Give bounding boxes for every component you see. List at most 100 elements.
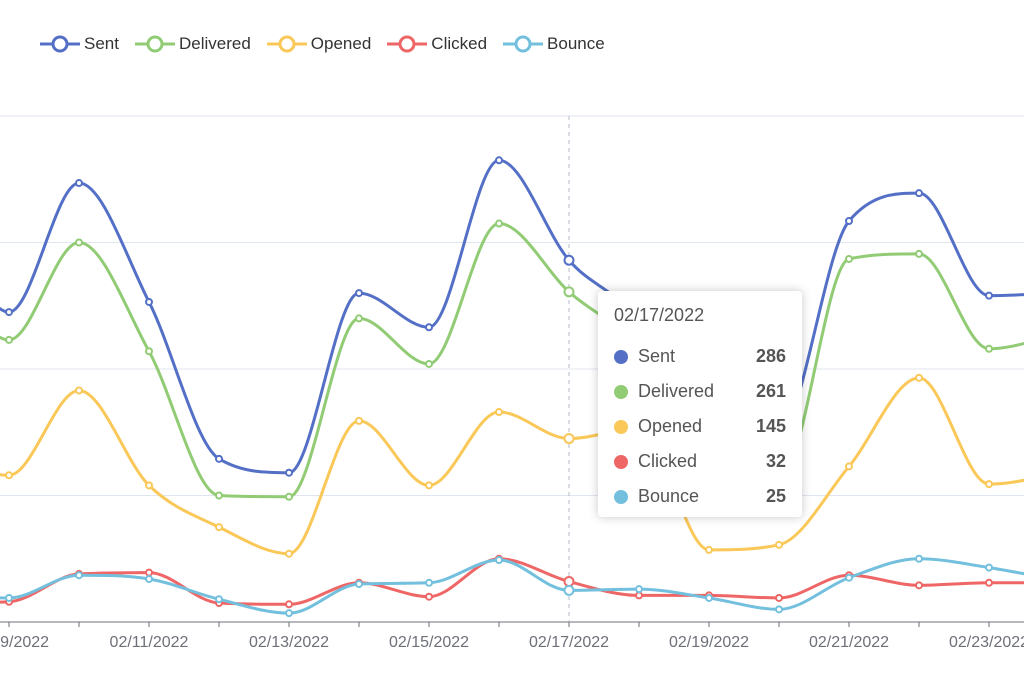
data-point-clicked (915, 581, 923, 590)
legend-item-opened[interactable]: Opened (266, 34, 372, 54)
data-point-delivered (563, 286, 575, 298)
data-point-delivered (145, 347, 153, 356)
legend-marker (146, 35, 164, 53)
tooltip-value: 286 (755, 346, 786, 366)
data-point-opened (145, 481, 153, 490)
data-point-opened (215, 523, 223, 532)
x-tick-label: 02/13/2022 (249, 634, 329, 651)
data-point-bounce (985, 563, 993, 572)
series-line-opened (0, 376, 1024, 556)
data-point-sent (563, 254, 575, 266)
tooltip-marker (614, 349, 628, 364)
legend-item-clicked[interactable]: Clicked (387, 34, 487, 54)
data-point-sent (285, 468, 293, 477)
data-point-opened (75, 386, 83, 395)
legend-item-sent[interactable]: Sent (40, 34, 119, 54)
series-line-delivered (0, 222, 1024, 499)
data-point-opened (425, 481, 433, 490)
data-point-bounce (75, 571, 83, 580)
legend-marker (278, 35, 296, 53)
series-line-sent (0, 158, 1024, 475)
tooltip-date: 02/17/2022 (614, 305, 705, 325)
legend-label: Opened (310, 34, 372, 53)
tooltip-row-delivered: Delivered 261 (614, 374, 786, 409)
data-point-clicked (145, 568, 153, 577)
legend-marker (51, 35, 69, 53)
data-point-clicked (285, 600, 293, 609)
data-point-opened (915, 373, 923, 382)
data-point-clicked (563, 576, 575, 588)
data-point-opened (285, 549, 293, 558)
tooltip: 02/17/2022 Sent 286 Delivered 261 Opened 145 C… (598, 291, 802, 517)
tooltip-marker (614, 489, 628, 504)
data-point-bounce (845, 573, 853, 582)
data-point-delivered (355, 314, 363, 323)
data-point-clicked (985, 578, 993, 587)
x-tick-label: 02/09/2022 (0, 634, 49, 651)
data-point-delivered (425, 359, 433, 368)
data-point-sent (495, 156, 503, 165)
legend-line-icon (134, 35, 175, 53)
data-point-bounce (425, 578, 433, 587)
x-tick-label: 02/15/2022 (389, 634, 469, 651)
data-point-sent (5, 308, 13, 317)
data-point-opened (495, 408, 503, 417)
data-point-bounce (563, 584, 575, 596)
legend-label: Bounce (547, 34, 605, 53)
legend-item-bounce[interactable]: Bounce (503, 34, 605, 54)
data-point-sent (985, 291, 993, 300)
data-point-opened (705, 545, 713, 554)
data-point-bounce (145, 574, 153, 583)
data-point-sent (215, 454, 223, 463)
data-point-delivered (215, 491, 223, 500)
tooltip-row-clicked: Clicked 32 (614, 444, 786, 479)
legend-marker (514, 35, 532, 53)
data-point-opened (355, 416, 363, 425)
legend-label: Sent (84, 34, 119, 53)
data-point-bounce (775, 605, 783, 614)
data-point-opened (985, 480, 993, 489)
data-point-clicked (635, 591, 643, 600)
data-point-bounce (705, 593, 713, 602)
series-layer (0, 156, 1024, 618)
x-tick-label: 02/17/2022 (529, 634, 609, 651)
tooltip-value: 261 (755, 381, 786, 401)
tooltip-marker (614, 419, 628, 434)
legend-marker (398, 35, 416, 53)
data-point-bounce (285, 609, 293, 618)
data-point-delivered (845, 254, 853, 263)
grid-lines (0, 115, 1024, 623)
data-point-clicked (425, 592, 433, 601)
data-point-bounce (495, 556, 503, 565)
tooltip-series-name: Opened (638, 416, 703, 436)
data-point-sent (355, 289, 363, 298)
legend-line-icon (503, 35, 544, 53)
data-point-bounce (5, 593, 13, 602)
x-tick-label: 02/21/2022 (809, 634, 889, 651)
legend-label: Delivered (178, 34, 251, 53)
tooltip-series-name: Sent (638, 346, 676, 366)
data-point-delivered (5, 335, 13, 344)
data-point-delivered (495, 219, 503, 228)
tooltip-marker (614, 384, 628, 399)
tooltip-row-sent: Sent 286 (614, 339, 786, 374)
data-point-delivered (75, 238, 83, 247)
x-tick-label: 02/23/2022 (949, 634, 1024, 651)
legend-item-delivered[interactable]: Delivered (134, 34, 251, 54)
x-tick-label: 02/19/2022 (669, 634, 749, 651)
data-point-bounce (635, 585, 643, 594)
data-point-sent (915, 189, 923, 198)
tooltip-value: 32 (765, 451, 786, 471)
tooltip-series-name: Clicked (638, 451, 698, 471)
legend-line-icon (266, 35, 307, 53)
legend-label: Clicked (431, 34, 488, 53)
data-point-sent (145, 297, 153, 306)
x-axis: 02/09/2022 02/11/2022 02/13/2022 02/15/2022… (0, 622, 1024, 651)
data-point-sent (425, 323, 433, 332)
data-point-sent (845, 216, 853, 225)
tooltip-value: 25 (765, 486, 786, 506)
legend-line-icon (387, 35, 428, 53)
tooltip-marker (614, 454, 628, 469)
data-point-opened (845, 462, 853, 471)
